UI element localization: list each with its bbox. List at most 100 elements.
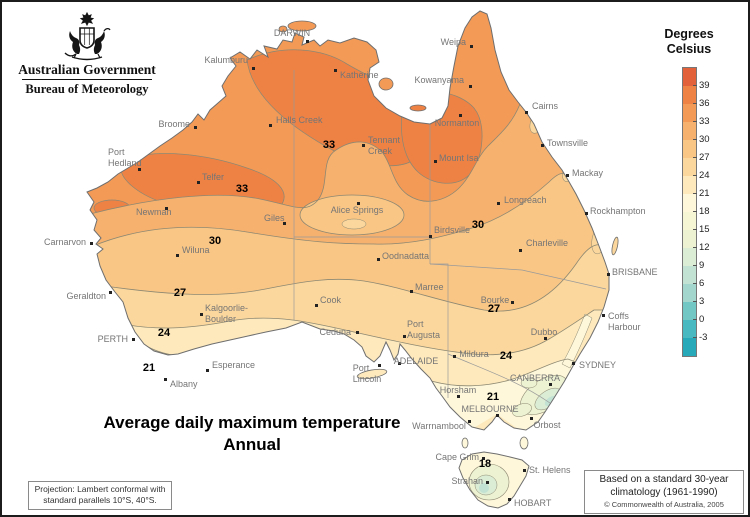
city-marker [176,254,179,257]
legend-tick-label: 24 [699,170,710,181]
city-label: Newman [136,207,172,217]
coat-of-arms-icon [64,12,111,61]
city-marker [306,40,309,43]
legend-color-segment [683,68,696,86]
legend-tick-label: 33 [699,116,710,127]
city-marker [165,207,168,210]
legend-tick-mark [693,138,697,140]
coastline [86,10,610,509]
city-marker [109,291,112,294]
city-label: CANBERRA [509,373,561,383]
city-marker [544,337,547,340]
contour-value-label: 24 [157,327,171,339]
city-marker [549,383,552,386]
legend-color-segment [683,176,696,194]
legend-tick-mark [693,246,697,248]
city-label: Kalumburu [204,55,248,65]
legend-tick-label: 21 [699,188,710,199]
legend-tick-label: 9 [699,260,705,271]
legend-color-segment [683,158,696,176]
city-marker [457,395,460,398]
city-marker [164,378,167,381]
contour-value-label: 30 [471,219,485,231]
city-label: Coffs Harbour [608,311,641,332]
city-marker [315,304,318,307]
legend-tick-mark [693,156,697,158]
state-borders [293,70,607,404]
city-marker [283,222,286,225]
legend-tick-label: 30 [699,134,710,145]
legend-color-segment [683,140,696,158]
legend-tick-mark [693,318,697,320]
legend-tick-mark [693,192,697,194]
city-label: Orbost [533,420,561,430]
city-marker [508,498,511,501]
city-marker [357,202,360,205]
map-title: Average daily maximum temperature Annual [97,412,407,456]
contour-value-label: 24 [499,350,513,362]
legend-tick-label: 15 [699,224,710,235]
city-marker [429,235,432,238]
legend-tick-label: 6 [699,278,705,289]
legend-tick-mark [693,84,697,86]
city-label: Port Lincoln [352,363,382,384]
city-label: Albany [170,379,198,389]
city-label: Normanton [434,118,480,128]
contour-value-label: 18 [478,458,492,470]
city-marker [602,314,605,317]
city-marker [459,114,462,117]
source-line1: Based on a standard 30-year [599,474,729,485]
city-label: HOBART [514,498,552,508]
legend-tick-mark [693,300,697,302]
city-label: Geraldton [66,291,106,301]
legend-color-segment [683,194,696,212]
city-marker [496,414,499,417]
city-label: Mildura [459,349,489,359]
city-label: Marree [415,282,444,292]
city-marker [566,174,569,177]
legend-tick-label: 0 [699,314,705,325]
city-label: Port Augusta [407,319,441,340]
city-label: Cook [320,295,342,305]
projection-line1: Projection: Lambert conformal with [34,484,166,494]
legend-color-segment [683,212,696,230]
legend-tick-label: -3 [699,332,708,343]
city-marker [468,420,471,423]
city-label: Esperance [212,360,256,370]
city-marker [138,168,141,171]
city-label: Halls Creek [276,115,323,125]
legend-colorbar [682,67,697,357]
city-label: Cape Grim [435,452,479,462]
legend-tick-mark [693,174,697,176]
city-marker [486,481,489,484]
city-marker [200,313,203,316]
legend-color-segment [683,302,696,320]
city-label: Mount Isa [439,153,479,163]
city-marker [403,335,406,338]
legend-tick-mark [693,210,697,212]
city-marker [398,362,401,365]
city-marker [585,212,588,215]
legend-tick-label: 3 [699,296,705,307]
city-marker [469,85,472,88]
government-title: Australian Government [18,62,156,77]
city-marker [194,126,197,129]
city-marker [378,364,381,367]
legend-color-segment [683,248,696,266]
contour-value-label: 27 [173,287,187,299]
city-label: Warrnambool [412,421,466,431]
city-label: SYDNEY [579,360,617,370]
city-marker [523,469,526,472]
city-label: Horsham [439,385,477,395]
city-marker [252,67,255,70]
city-label: Longreach [504,195,547,205]
city-label: MELBOURNE [461,404,519,414]
city-marker [197,181,200,184]
logo-divider [22,79,152,80]
contour-value-label: 21 [486,391,500,403]
legend-tick-label: 18 [699,206,710,217]
copyright-text: © Commonwealth of Australia, 2005 [604,500,724,509]
source-line2: climatology (1961-1990) [610,486,718,498]
contour-lines [89,103,604,387]
city-marker [453,355,456,358]
